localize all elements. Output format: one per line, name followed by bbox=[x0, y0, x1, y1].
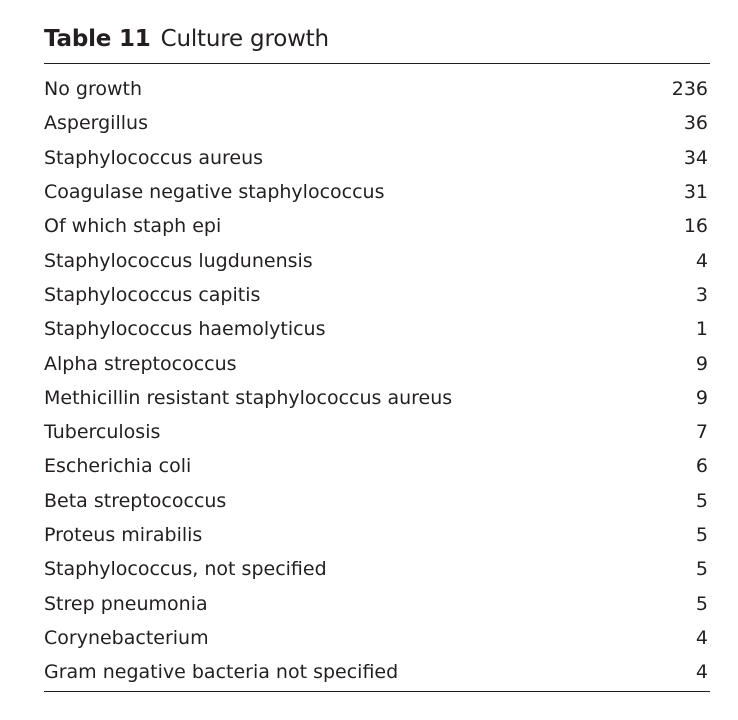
organism-cell: Staphylococcus lugdunensis bbox=[44, 249, 313, 272]
table-row: Staphylococcus capitis 3 bbox=[44, 278, 710, 312]
table-row: Corynebacterium 4 bbox=[44, 621, 710, 655]
organism-cell: Staphylococcus haemolyticus bbox=[44, 318, 326, 341]
count-cell: 34 bbox=[683, 146, 708, 169]
table-bottom-rule bbox=[44, 691, 710, 693]
table-top-rule bbox=[44, 63, 710, 64]
organism-cell: Beta streptococcus bbox=[44, 489, 227, 512]
count-cell: 5 bbox=[695, 489, 708, 512]
table-row: Of which staph epi 16 bbox=[44, 209, 710, 243]
count-cell: 4 bbox=[695, 661, 708, 684]
count-cell: 31 bbox=[683, 181, 708, 204]
organism-cell: Corynebacterium bbox=[44, 626, 209, 649]
organism-cell: Tuberculosis bbox=[44, 421, 161, 444]
organism-cell: Of which staph epi bbox=[44, 215, 222, 238]
count-cell: 36 bbox=[683, 112, 708, 135]
table-row: Alpha streptococcus 9 bbox=[44, 346, 710, 380]
count-cell: 16 bbox=[683, 215, 708, 238]
count-cell: 9 bbox=[695, 352, 708, 375]
culture-growth-table: Table 11 Culture growth No growth 236 Asper… bbox=[44, 22, 710, 693]
count-cell: 4 bbox=[695, 249, 708, 272]
count-cell: 5 bbox=[695, 592, 708, 615]
table-caption: Table 11 Culture growth bbox=[44, 22, 710, 56]
table-row: Strep pneumonia 5 bbox=[44, 586, 710, 620]
table-row: No growth 236 bbox=[44, 72, 710, 106]
count-cell: 5 bbox=[695, 524, 708, 546]
table-row: Staphylococcus aureus 34 bbox=[44, 141, 710, 175]
count-cell: 1 bbox=[695, 318, 708, 341]
organism-cell: Alpha streptococcus bbox=[44, 352, 237, 375]
organism-cell: Staphylococcus aureus bbox=[44, 146, 264, 169]
count-cell: 7 bbox=[695, 421, 708, 444]
table-body: No growth 236 Aspergillus 36 Staphylococcus … bbox=[44, 72, 710, 689]
table-row: Proteus mirabilis 5 bbox=[44, 518, 710, 552]
organism-cell: Coagulase negative staphylococcus bbox=[44, 181, 385, 204]
organism-cell: Strep pneumonia bbox=[44, 592, 208, 615]
organism-cell: No growth bbox=[44, 78, 142, 101]
table-row: Methicillin resistant staphylococcus aur… bbox=[44, 381, 710, 415]
count-cell: 6 bbox=[695, 455, 708, 478]
table-row: Staphylococcus lugdunensis 4 bbox=[44, 243, 710, 277]
organism-cell: Proteus mirabilis bbox=[44, 524, 203, 546]
count-cell: 236 bbox=[671, 78, 708, 101]
organism-cell: Methicillin resistant staphylococcus aur… bbox=[44, 386, 453, 409]
organism-cell: Staphylococcus, not specified bbox=[44, 558, 327, 581]
organism-cell: Staphylococcus capitis bbox=[44, 283, 261, 306]
table-title: Culture growth bbox=[160, 26, 329, 52]
organism-cell: Escherichia coli bbox=[44, 455, 192, 478]
table-row: Staphylococcus haemolyticus 1 bbox=[44, 312, 710, 346]
table-row: Coagulase negative staphylococcus 31 bbox=[44, 175, 710, 209]
organism-cell: Aspergillus bbox=[44, 112, 148, 135]
table-label: Table 11 bbox=[44, 26, 151, 52]
table-row: Aspergillus 36 bbox=[44, 106, 710, 140]
organism-cell: Gram negative bacteria not specified bbox=[44, 661, 399, 684]
count-cell: 5 bbox=[695, 558, 708, 581]
table-row: Gram negative bacteria not specified 4 bbox=[44, 655, 710, 689]
count-cell: 4 bbox=[695, 626, 708, 649]
table-row: Staphylococcus, not specified 5 bbox=[44, 552, 710, 586]
table-row: Escherichia coli 6 bbox=[44, 449, 710, 483]
table-row: Tuberculosis 7 bbox=[44, 415, 710, 449]
count-cell: 9 bbox=[695, 386, 708, 409]
count-cell: 3 bbox=[695, 283, 708, 306]
table-row: Beta streptococcus 5 bbox=[44, 484, 710, 518]
